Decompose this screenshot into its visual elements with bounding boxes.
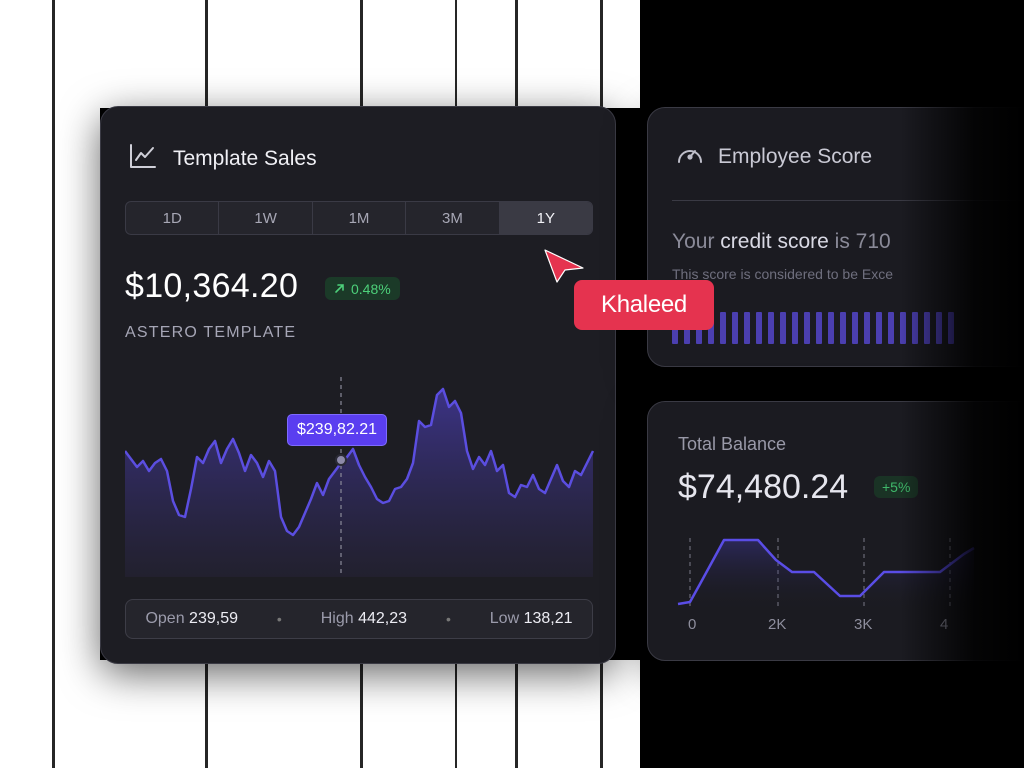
score-bar bbox=[828, 312, 834, 344]
card-title: Template Sales bbox=[173, 146, 317, 170]
change-badge: 0.48% bbox=[325, 277, 400, 300]
score-bar bbox=[864, 312, 870, 344]
score-bar bbox=[852, 312, 858, 344]
balance-amount: $74,480.24 bbox=[678, 468, 849, 506]
background-panel bbox=[0, 0, 640, 108]
score-bar bbox=[912, 312, 918, 344]
background-panel bbox=[0, 0, 100, 768]
score-bar bbox=[948, 312, 954, 344]
stat-low-value: 138,21 bbox=[523, 610, 573, 627]
line-chart-icon bbox=[129, 143, 157, 174]
change-value: 0.48% bbox=[351, 280, 391, 297]
score-bar bbox=[768, 312, 774, 344]
divider bbox=[672, 200, 1024, 201]
separator-dot: • bbox=[276, 611, 282, 627]
stat-low-label: Low bbox=[489, 610, 520, 627]
x-tick-label: 0 bbox=[688, 616, 697, 633]
score-bar bbox=[720, 312, 726, 344]
pointer-cursor-icon bbox=[543, 248, 585, 289]
sales-amount: $10,364.20 bbox=[125, 267, 299, 305]
x-tick-label: 3K bbox=[854, 616, 873, 633]
product-subtitle: ASTERO TEMPLATE bbox=[125, 324, 297, 341]
stat-high-value: 442,23 bbox=[358, 610, 408, 627]
total-balance-card: Total Balance $74,480.24 +5% 0 2K 3K 4 bbox=[647, 401, 1024, 661]
card-title: Total Balance bbox=[678, 434, 787, 454]
balance-line-chart bbox=[677, 538, 975, 612]
score-bars bbox=[672, 312, 954, 344]
x-tick-label: 2K bbox=[768, 616, 787, 633]
score-bar bbox=[804, 312, 810, 344]
tab-1m[interactable]: 1M bbox=[313, 202, 407, 234]
credit-suffix: is 710 bbox=[828, 230, 891, 253]
range-tabs: 1D 1W 1M 3M 1Y bbox=[125, 201, 593, 235]
tab-1d[interactable]: 1D bbox=[126, 202, 220, 234]
credit-description: This score is considered to be Exce bbox=[672, 266, 893, 282]
hover-point[interactable] bbox=[335, 454, 347, 466]
x-tick-label: 4 bbox=[940, 616, 949, 633]
arrow-up-right-icon bbox=[334, 281, 345, 297]
card-header: Template Sales bbox=[129, 143, 317, 174]
stats-bar: Open 239,59 • High 442,23 • Low 138,21 bbox=[125, 599, 593, 639]
stat-open-value: 239,59 bbox=[189, 610, 238, 627]
background-panel bbox=[0, 660, 640, 768]
chart-line bbox=[125, 387, 595, 537]
gauge-icon bbox=[676, 142, 704, 171]
chart-tooltip: $239,82.21 bbox=[287, 414, 388, 446]
score-bar bbox=[816, 312, 822, 344]
score-bar bbox=[900, 312, 906, 344]
tab-3m[interactable]: 3M bbox=[406, 202, 500, 234]
stat-open-label: Open bbox=[145, 610, 185, 627]
stat-high: High 442,23 bbox=[321, 610, 407, 628]
score-bar bbox=[888, 312, 894, 344]
collaborator-name-tag: Khaleed bbox=[574, 280, 714, 330]
score-bar bbox=[936, 312, 942, 344]
template-sales-card: Template Sales 1D 1W 1M 3M 1Y $10,364.20… bbox=[100, 106, 616, 664]
tab-1w[interactable]: 1W bbox=[219, 202, 313, 234]
score-bar bbox=[876, 312, 882, 344]
separator-dot: • bbox=[445, 611, 451, 627]
balance-area bbox=[678, 540, 974, 612]
score-bar bbox=[732, 312, 738, 344]
card-header: Employee Score bbox=[676, 142, 872, 171]
score-bar bbox=[756, 312, 762, 344]
chart-area-fill bbox=[125, 389, 593, 577]
score-bar bbox=[780, 312, 786, 344]
tab-1y[interactable]: 1Y bbox=[499, 202, 592, 234]
credit-prefix: Your bbox=[672, 230, 721, 253]
balance-change-badge: +5% bbox=[874, 476, 919, 498]
score-bar bbox=[924, 312, 930, 344]
score-bar bbox=[840, 312, 846, 344]
stat-low: Low 138,21 bbox=[490, 610, 573, 628]
card-title: Employee Score bbox=[718, 144, 873, 168]
score-bar bbox=[744, 312, 750, 344]
sales-area-chart bbox=[125, 377, 595, 577]
score-bar bbox=[792, 312, 798, 344]
stat-high-label: High bbox=[320, 610, 354, 627]
credit-bold: credit score bbox=[720, 230, 829, 253]
stat-open: Open 239,59 bbox=[145, 610, 238, 628]
credit-score-heading: Your credit score is 710 bbox=[672, 230, 891, 254]
